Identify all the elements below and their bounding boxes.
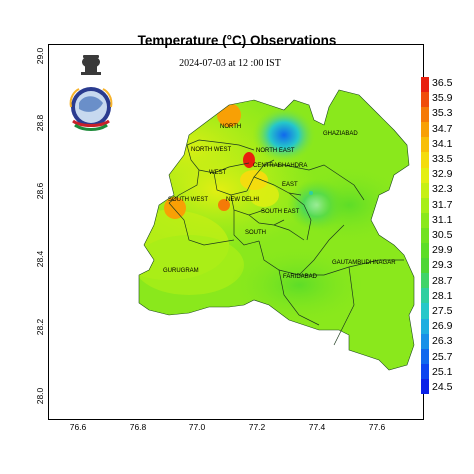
district-label-ghaziabad: GHAZIABAD (323, 131, 358, 137)
x-tick-label: 77.4 (308, 422, 326, 432)
district-label-gurugram: GURUGRAM (163, 268, 199, 274)
y-tick-label: 28.6 (35, 182, 45, 200)
x-tick-label: 77.2 (248, 422, 266, 432)
district-label-faridabad: FARIDABAD (283, 274, 318, 280)
district-label-north-west: NORTH WEST (191, 147, 232, 153)
colorbar-label: 35.9 (432, 92, 453, 105)
y-tick-label: 28.8 (35, 114, 45, 132)
x-tick-label: 77.0 (188, 422, 206, 432)
colorbar-segment (421, 378, 429, 395)
colorbar-label: 28.1 (432, 289, 453, 302)
district-label-north-east: NORTH EAST (256, 148, 295, 154)
district-label-south-west: SOUTH WEST (168, 197, 208, 203)
colorbar-segment (421, 288, 429, 304)
colorbar-segment (421, 303, 429, 320)
district-label-shahdra: SHAHDRA (278, 163, 308, 169)
y-tick-label: 28.2 (35, 318, 45, 336)
region-outline (138, 89, 415, 371)
colorbar-label: 26.9 (432, 320, 453, 333)
colorbar-segment (421, 182, 429, 199)
government-emblem-icon (69, 55, 113, 131)
district-label-south: SOUTH (245, 230, 266, 236)
colorbar-label: 36.5 (432, 77, 453, 89)
colorbar-segment (421, 243, 429, 259)
colorbar-segment (421, 107, 429, 123)
y-tick-label: 29.0 (35, 47, 45, 65)
y-tick-label: 28.0 (35, 387, 45, 405)
colorbar-segment (421, 348, 429, 365)
colorbar-label: 30.5 (432, 229, 453, 241)
colorbar-label: 27.5 (432, 305, 453, 317)
y-tick-label: 28.4 (35, 250, 45, 268)
colorbar-label: 33.5 (432, 153, 453, 165)
colorbar-label: 24.5 (432, 381, 453, 393)
colorbar-segment (421, 152, 429, 169)
colorbar-segment (421, 197, 429, 214)
colorbar-segment (421, 212, 429, 229)
colorbar-segment (421, 77, 429, 93)
colorbar-segment (421, 122, 429, 138)
colorbar-label: 31.7 (432, 198, 453, 211)
colorbar-segment (421, 363, 429, 380)
colorbar-label: 25.7 (432, 350, 453, 363)
colorbar-label: 29.9 (432, 244, 453, 257)
district-label-gautambudhnagar: GAUTAMBUDHNAGAR (332, 260, 396, 266)
colorbar-segment (421, 258, 429, 274)
colorbar-segment (421, 333, 429, 350)
x-tick-label: 76.8 (129, 422, 147, 432)
colorbar-segment (421, 137, 429, 153)
district-label-north: NORTH (220, 124, 242, 130)
colorbar-label: 28.7 (432, 274, 453, 287)
district-label-new-delhi: NEW DELHI (226, 197, 260, 203)
colorbar-label: 29.3 (432, 259, 453, 272)
colorbar-label: 26.3 (432, 335, 453, 348)
colorbar-label: 25.1 (432, 365, 453, 378)
colorbar-segment (421, 92, 429, 108)
district-label-south-east: SOUTH EAST (261, 209, 300, 215)
colorbar-label: 32.3 (432, 183, 453, 196)
colorbar-label: 32.9 (432, 168, 453, 181)
temperature-field (139, 90, 414, 370)
map-canvas (138, 89, 415, 371)
plot-area: NORTH NORTH WEST NORTH EAST CENTRAL SHAH… (48, 44, 424, 420)
chart-subtitle: 2024-07-03 at 12 :00 IST (179, 58, 281, 69)
x-tick-label: 77.6 (368, 422, 386, 432)
district-label-central: CENTRAL (253, 163, 282, 169)
colorbar-segment (421, 167, 429, 184)
colorbar-label: 35.3 (432, 107, 453, 120)
colorbar-segment (421, 273, 429, 289)
district-boundaries (168, 139, 404, 346)
colorbar-segment (421, 227, 429, 244)
colorbar (421, 77, 429, 395)
x-tick-label: 76.6 (69, 422, 87, 432)
colorbar-segment (421, 318, 429, 335)
colorbar-label: 31.1 (432, 213, 453, 226)
colorbar-label: 34.7 (432, 122, 453, 135)
colorbar-label: 34.1 (432, 137, 453, 150)
district-label-east: EAST (282, 182, 298, 188)
district-label-west: WEST (209, 170, 227, 176)
